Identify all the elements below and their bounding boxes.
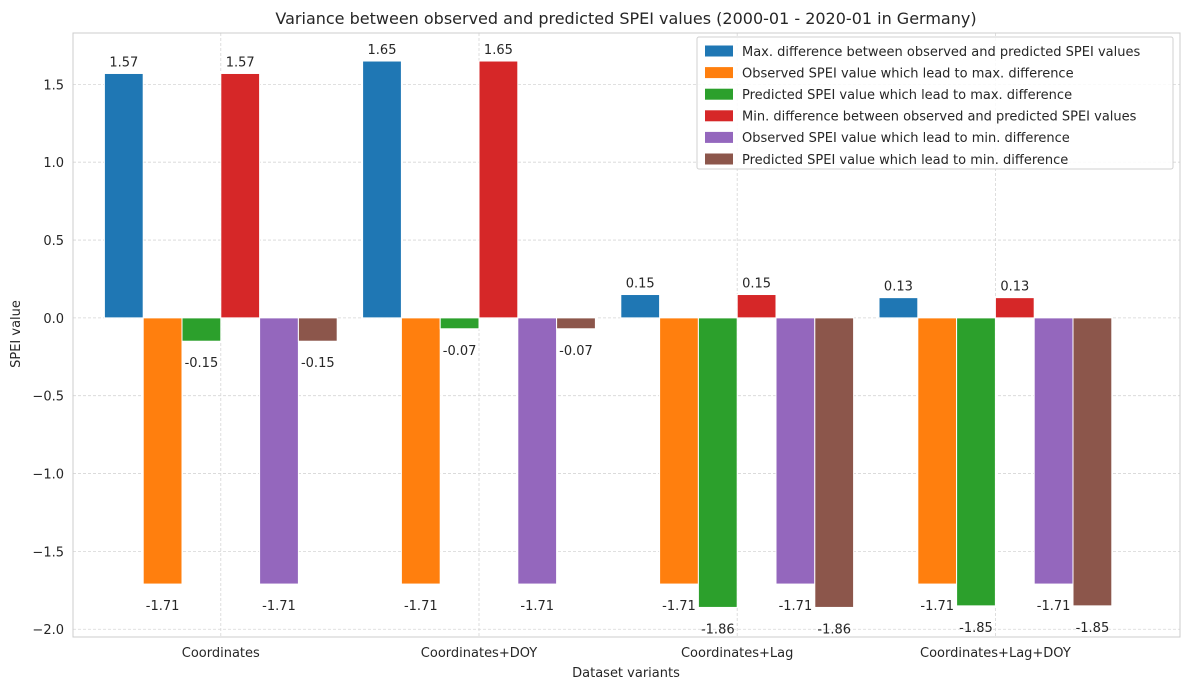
x-tick-label: Coordinates+Lag+DOY [920, 646, 1071, 661]
y-tick-label: −2.0 [32, 623, 64, 638]
legend-swatch [705, 67, 733, 79]
legend-swatch [705, 131, 733, 143]
bar [220, 72, 261, 319]
y-axis-label: SPEI value [9, 300, 24, 368]
bar [878, 297, 919, 319]
bar [917, 317, 958, 585]
bar-value-label: 1.65 [368, 43, 397, 58]
x-tick-label: Coordinates+Lag [681, 646, 793, 661]
bar-value-label: -0.15 [185, 356, 219, 371]
y-ticks: 1.5 1.0 0.5 0.0 −0.5 −1.0 −1.5 −2.0 [32, 78, 64, 638]
bar [556, 317, 596, 330]
bar-value-label: -1.71 [1037, 599, 1071, 614]
bar [517, 317, 558, 585]
bar-value-label: -1.85 [959, 621, 993, 636]
legend-label: Max. difference between observed and pre… [742, 45, 1140, 60]
bar-value-label: -1.71 [779, 599, 813, 614]
bar [142, 317, 183, 585]
bar-value-label: -0.07 [559, 344, 593, 359]
bar-value-label: -1.71 [920, 599, 954, 614]
legend-label: Min. difference between observed and pre… [742, 110, 1137, 125]
legend-box [696, 36, 1174, 170]
legend-swatch [705, 45, 733, 57]
bar [775, 317, 816, 585]
y-tick-label: −1.0 [32, 468, 64, 483]
legend-swatch [705, 153, 733, 165]
bar [697, 317, 738, 608]
legend-label: Predicted SPEI value which lead to max. … [742, 88, 1072, 103]
bars [103, 60, 1113, 608]
bar [1072, 317, 1113, 607]
bar-value-label: -1.86 [817, 622, 851, 637]
legend: Max. difference between observed and pre… [696, 36, 1174, 170]
bar-value-label: 0.15 [742, 277, 771, 292]
bar-value-label: 0.13 [1000, 280, 1029, 295]
bar-value-label: 1.65 [484, 43, 513, 58]
x-axis-label: Dataset variants [572, 666, 680, 681]
plot-frame [72, 32, 1181, 638]
bar-value-label: -0.15 [301, 356, 335, 371]
y-tick-label: 1.0 [43, 156, 64, 171]
x-tick-label: Coordinates+DOY [421, 646, 537, 661]
bar-value-label: 1.57 [109, 55, 138, 70]
y-tick-label: −0.5 [32, 390, 64, 405]
bar [956, 317, 996, 607]
chart-title: Variance between observed and predicted … [275, 9, 976, 28]
bar-value-label: -1.71 [146, 599, 180, 614]
bar [1033, 317, 1074, 585]
bar [736, 294, 777, 319]
bar-value-label: -1.71 [404, 599, 438, 614]
legend-swatch [705, 88, 733, 100]
bar-value-label: -1.71 [662, 599, 696, 614]
bar-value-label: -0.07 [443, 344, 477, 359]
bar [439, 317, 480, 330]
bar-value-label: 0.13 [884, 280, 913, 295]
x-tick-label: Coordinates [182, 646, 260, 661]
bar-value-label: -1.85 [1076, 621, 1110, 636]
bar-value-label: 1.57 [226, 55, 255, 70]
bar-value-label: -1.71 [262, 599, 296, 614]
bar [362, 60, 402, 319]
bar [181, 317, 222, 342]
bar-value-label: -1.86 [701, 622, 735, 637]
bar [103, 72, 144, 319]
bar [297, 317, 338, 342]
legend-label: Predicted SPEI value which lead to min. … [742, 153, 1068, 168]
legend-label: Observed SPEI value which lead to min. d… [742, 131, 1070, 146]
bar-labels: 1.57 1.65 0.15 0.13 -1.71 -1.71 -1.71 -1.71 -0.1… [109, 43, 1109, 637]
bar-value-label: 0.15 [626, 277, 655, 292]
bar [814, 317, 855, 608]
bar [259, 317, 299, 585]
bar [400, 317, 441, 585]
x-ticks: Coordinates Coordinates+DOY Coordinates+La… [182, 646, 1071, 661]
legend-swatch [705, 110, 733, 122]
bar [994, 297, 1035, 319]
bar [659, 317, 699, 585]
y-tick-label: 0.0 [43, 312, 64, 327]
y-tick-label: 1.5 [43, 78, 64, 93]
bar-value-label: -1.71 [520, 599, 554, 614]
bar [478, 60, 519, 319]
y-tick-label: 0.5 [43, 234, 64, 249]
bar [620, 294, 661, 319]
y-tick-label: −1.5 [32, 545, 64, 560]
legend-label: Observed SPEI value which lead to max. d… [742, 66, 1074, 81]
